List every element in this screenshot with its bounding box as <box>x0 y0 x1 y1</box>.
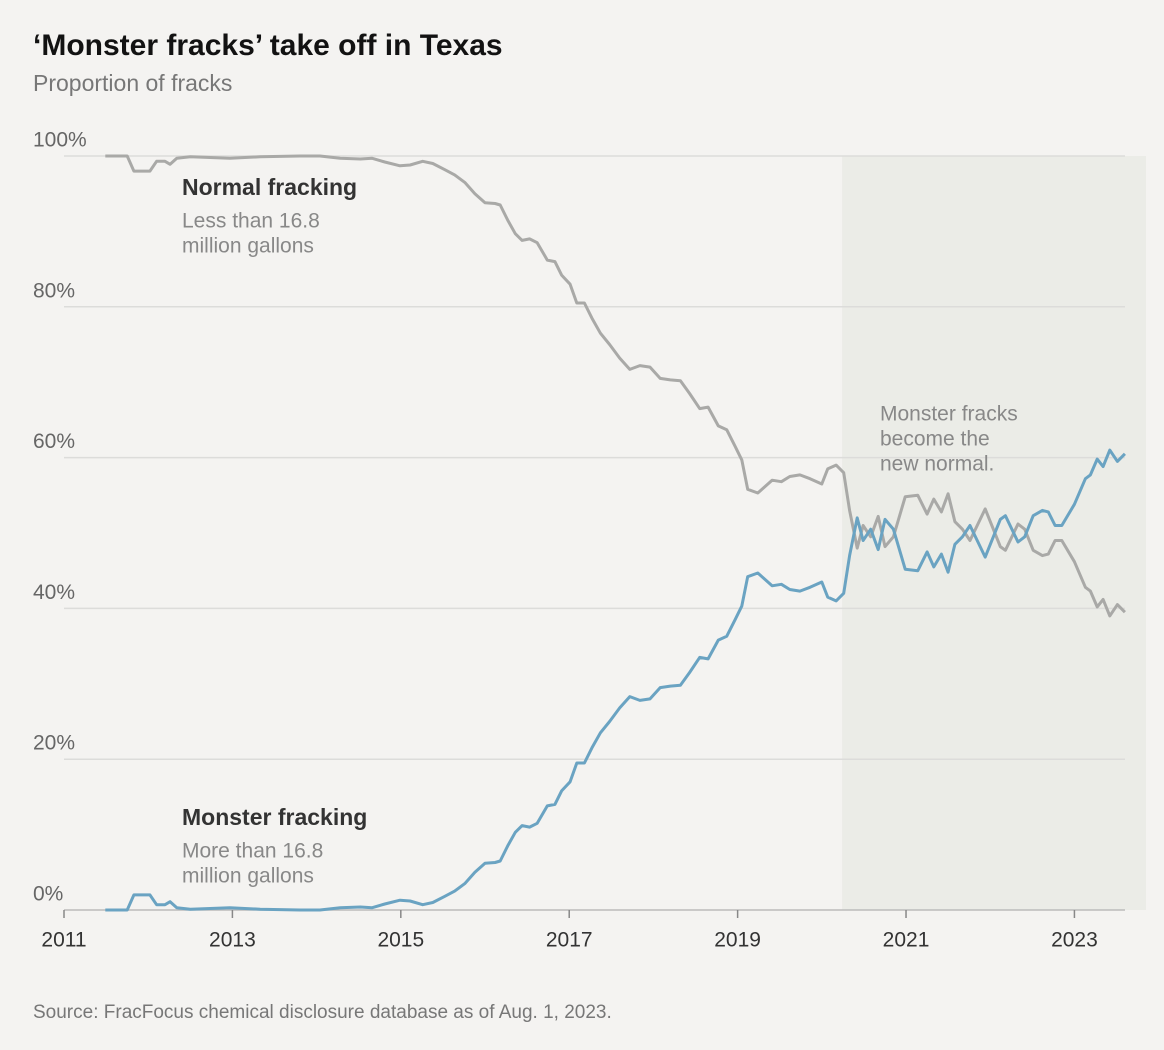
annotation: new normal. <box>880 453 994 476</box>
y-tick-label: 100% <box>33 129 87 152</box>
y-tick-label: 0% <box>33 883 63 906</box>
series-description: More than 16.8 <box>182 840 323 863</box>
annotation: become the <box>880 428 990 451</box>
chart-title: ‘Monster fracks’ take off in Texas <box>33 29 503 62</box>
chart-subtitle: Proportion of fracks <box>33 70 232 96</box>
x-tick-label: 2011 <box>41 929 86 952</box>
y-tick-label: 80% <box>33 279 75 302</box>
x-tick-label: 2023 <box>1051 929 1098 952</box>
series-label: Monster fracking <box>182 804 367 830</box>
series-description: million gallons <box>182 865 314 888</box>
series-label: Normal fracking <box>182 174 357 200</box>
series-line <box>105 154 1126 618</box>
y-tick-label: 20% <box>33 732 75 755</box>
x-tick-label: 2013 <box>209 929 256 952</box>
source-note: Source: FracFocus chemical disclosure da… <box>33 1002 612 1023</box>
series-description: million gallons <box>182 235 314 258</box>
annotation: Monster fracks <box>880 403 1018 426</box>
series-description: Less than 16.8 <box>182 210 320 233</box>
series-line <box>105 448 1126 912</box>
x-tick-label: 2017 <box>546 929 593 952</box>
y-tick-label: 60% <box>33 430 75 453</box>
y-tick-label: 40% <box>33 581 75 604</box>
x-tick-label: 2019 <box>714 929 761 952</box>
x-tick-label: 2015 <box>377 929 424 952</box>
x-tick-label: 2021 <box>883 929 930 952</box>
